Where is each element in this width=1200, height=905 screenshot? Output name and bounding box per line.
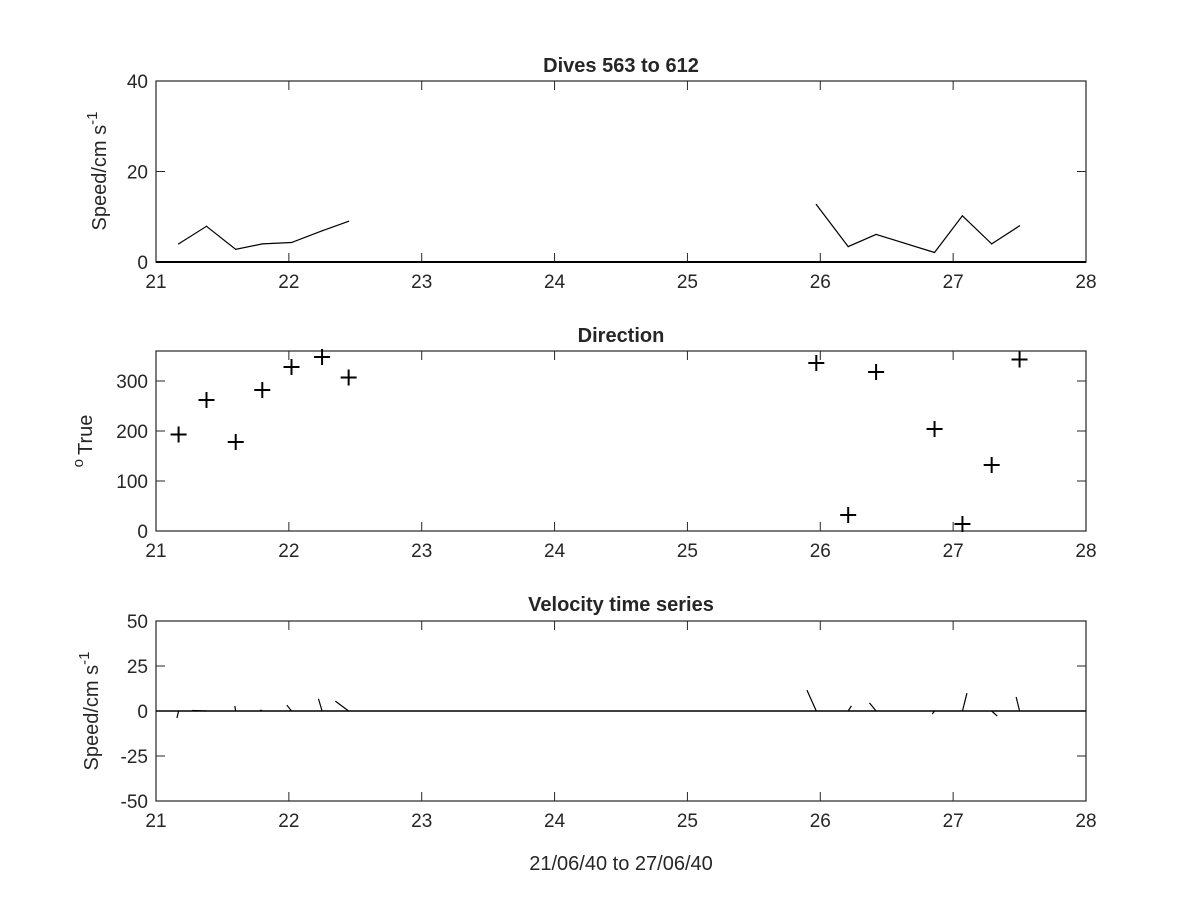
speed-xtick-label: 28 — [1075, 272, 1096, 293]
velocity-stick — [234, 705, 237, 712]
direction-ticks: 21 22 23 24 25 26 27 28 0 100 200 300 — [116, 351, 1097, 562]
direction-marker — [808, 355, 825, 371]
speed-title: Dives 563 to 612 — [543, 55, 699, 77]
direction-marker — [868, 364, 885, 380]
speed-xtick-label: 25 — [677, 272, 698, 293]
direction-marker — [170, 426, 187, 443]
velocity-ytick-label: -25 — [121, 747, 148, 768]
velocity-ytick-label: 0 — [137, 702, 148, 723]
direction-xtick-label: 26 — [810, 541, 831, 562]
speed-axes-box — [155, 80, 1087, 263]
direction-marker — [954, 516, 971, 532]
direction-marker — [1011, 351, 1028, 368]
speed-point — [261, 243, 263, 245]
velocity-xtick-label: 26 — [810, 811, 831, 832]
direction-title: Direction — [578, 325, 665, 347]
velocity-title: Velocity time series — [528, 594, 714, 616]
speed-point — [205, 225, 208, 227]
direction-ytick-label: 0 — [137, 522, 148, 543]
speed-point — [348, 220, 350, 222]
velocity-panel: Velocity time series Speed/cm s-1 21/06/… — [76, 594, 1097, 875]
direction-axes-box — [155, 350, 1087, 532]
direction-marker — [983, 457, 1000, 473]
direction-marker — [227, 434, 244, 450]
speed-point — [933, 251, 936, 254]
velocity-stick — [317, 698, 323, 712]
speed-point — [847, 246, 849, 248]
speed-ylabel: Speed/cm s-1 — [84, 112, 111, 231]
direction-xtick-label: 23 — [411, 541, 432, 562]
velocity-stick — [961, 693, 968, 712]
velocity-stick — [806, 689, 817, 712]
direction-marker — [314, 349, 331, 365]
velocity-xtick-label: 25 — [677, 811, 698, 832]
speed-xtick-label: 27 — [943, 272, 964, 293]
direction-xtick-label: 25 — [677, 541, 698, 562]
velocity-xtick-label: 28 — [1075, 811, 1096, 832]
direction-xtick-label: 28 — [1075, 541, 1096, 562]
velocity-stick — [931, 710, 936, 715]
velocity-ytick-label: -50 — [121, 792, 148, 813]
direction-ytick-label: 300 — [116, 372, 148, 393]
velocity-stick — [192, 709, 207, 712]
velocity-ylabel: Speed/cm s-1 — [76, 652, 103, 771]
speed-point — [815, 203, 817, 206]
velocity-stick — [176, 710, 180, 719]
speed-panel: Dives 563 to 612 Speed/cm s-1 21 22 23 24 25… — [84, 55, 1097, 293]
direction-marker — [340, 369, 357, 386]
direction-series — [170, 349, 1028, 532]
direction-xtick-label: 27 — [943, 541, 964, 562]
speed-point — [961, 215, 964, 217]
speed-xtick-label: 24 — [544, 272, 566, 293]
velocity-xtick-label: 24 — [544, 811, 566, 832]
speed-xtick-label: 26 — [810, 272, 831, 293]
speed-point — [235, 248, 237, 250]
velocity-series — [156, 689, 1086, 719]
speed-ticks: 21 22 23 24 25 26 27 28 0 20 40 — [127, 72, 1097, 293]
velocity-ytick-label: 50 — [127, 612, 148, 633]
speed-xtick-label: 22 — [278, 272, 299, 293]
speed-ytick-label: 20 — [127, 163, 148, 184]
direction-ylabel: oTrue — [70, 415, 97, 468]
direction-marker — [926, 421, 943, 437]
velocity-xtick-label: 21 — [145, 811, 166, 832]
speed-ytick-label: 0 — [137, 253, 148, 274]
speed-point — [177, 243, 180, 245]
direction-xtick-label: 22 — [278, 541, 299, 562]
velocity-stick — [868, 702, 877, 712]
direction-ytick-label: 100 — [116, 472, 148, 493]
speed-point — [321, 230, 323, 232]
speed-point — [875, 233, 877, 235]
velocity-stick — [286, 704, 292, 712]
direction-ytick-label: 200 — [116, 422, 148, 443]
speed-point — [290, 241, 293, 244]
velocity-xlabel: 21/06/40 to 27/06/40 — [529, 853, 713, 875]
velocity-xtick-label: 27 — [943, 811, 964, 832]
velocity-xtick-label: 23 — [411, 811, 432, 832]
direction-marker — [254, 382, 271, 398]
velocity-stick — [334, 700, 350, 712]
direction-marker — [840, 507, 857, 523]
direction-panel: Direction oTrue 21 22 23 24 25 26 27 28 0 100 200 3… — [70, 325, 1097, 562]
direction-xtick-label: 21 — [145, 541, 166, 562]
speed-xtick-label: 23 — [411, 272, 432, 293]
speed-series — [156, 203, 1086, 263]
speed-ytick-label: 40 — [127, 72, 148, 93]
velocity-ytick-label: 25 — [127, 657, 148, 678]
velocity-stick — [991, 710, 998, 717]
velocity-stick — [260, 709, 263, 712]
direction-marker — [198, 392, 215, 408]
direction-marker — [283, 359, 300, 375]
speed-point — [1018, 225, 1021, 227]
velocity-xtick-label: 22 — [278, 811, 299, 832]
velocity-stick — [1015, 696, 1021, 712]
direction-xtick-label: 24 — [544, 541, 566, 562]
velocity-stick — [847, 705, 852, 712]
speed-xtick-label: 21 — [145, 272, 166, 293]
speed-point — [991, 243, 993, 245]
